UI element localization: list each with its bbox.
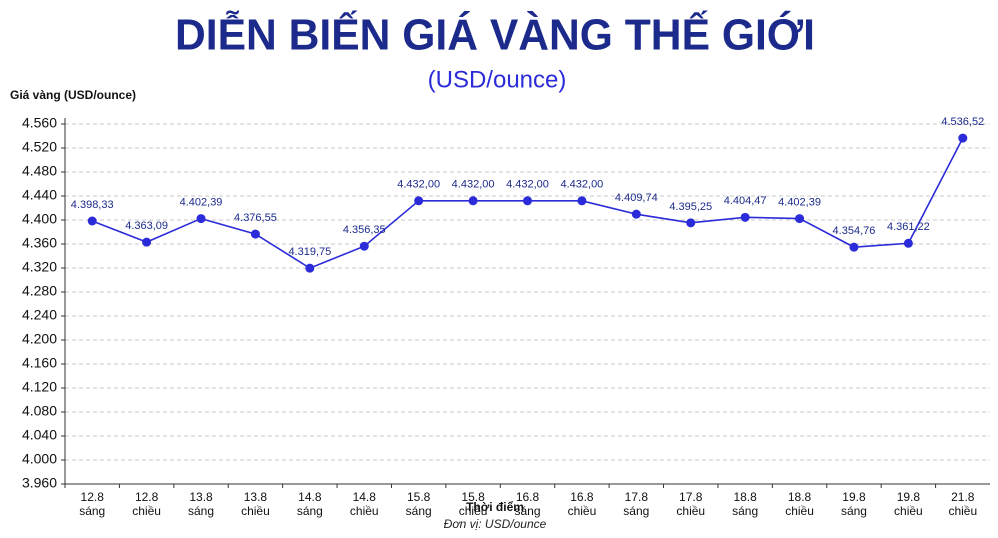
marker: [631, 209, 641, 219]
y-tick-label: 4.440: [22, 187, 57, 203]
data-label: 4.432,00: [560, 179, 603, 191]
data-label: 4.376,55: [234, 212, 277, 224]
data-label: 4.409,74: [615, 192, 658, 204]
y-tick-label: 4.520: [22, 139, 57, 155]
note: Đơn vị: USD/ounce: [444, 517, 547, 531]
y-tick-label: 4.120: [22, 379, 57, 395]
marker: [196, 214, 206, 224]
x-tick-label: 16.8: [570, 490, 594, 504]
x-tick-label: chiều: [568, 504, 597, 518]
x-tick-label: 15.8: [407, 490, 431, 504]
chart-subtitle: (USD/ounce): [428, 66, 567, 93]
x-tick-label: chiều: [894, 504, 923, 518]
marker: [250, 229, 260, 239]
x-tick-label: sáng: [297, 504, 323, 518]
data-label: 4.536,52: [941, 116, 984, 128]
data-label: 4.319,75: [288, 246, 331, 258]
y-tick-label: 4.360: [22, 235, 57, 251]
x-tick-label: 15.8: [461, 490, 485, 504]
x-tick-label: 18.8: [733, 490, 757, 504]
marker: [795, 214, 805, 224]
chart-title: DIỄN BIẾN GIÁ VÀNG THẾ GIỚI: [175, 10, 815, 60]
x-tick-label: chiều: [350, 504, 379, 518]
x-tick-label: sáng: [841, 504, 867, 518]
marker: [686, 218, 696, 228]
y-axis-label: Giá vàng (USD/ounce): [10, 88, 136, 102]
data-label: 4.363,09: [125, 220, 168, 232]
marker: [577, 196, 587, 206]
x-tick-label: 12.8: [135, 490, 159, 504]
x-tick-label: 17.8: [625, 490, 649, 504]
y-tick-label: 4.280: [22, 283, 57, 299]
x-tick-label: 12.8: [81, 490, 105, 504]
x-tick-label: 13.8: [189, 490, 213, 504]
data-label: 4.402,39: [778, 196, 821, 208]
y-tick-label: 4.560: [22, 115, 57, 131]
marker: [468, 196, 478, 206]
data-label: 4.356,35: [343, 224, 386, 236]
x-tick-label: chiều: [676, 504, 705, 518]
data-label: 4.432,00: [506, 179, 549, 191]
y-tick-label: 4.320: [22, 259, 57, 275]
x-tick-label: 18.8: [788, 490, 812, 504]
marker: [359, 241, 369, 251]
x-tick-label: chiều: [459, 504, 488, 518]
x-tick-label: sáng: [514, 504, 540, 518]
x-tick-label: sáng: [79, 504, 105, 518]
y-tick-label: 3.960: [22, 475, 57, 491]
x-tick-label: sáng: [188, 504, 214, 518]
data-label: 4.354,76: [833, 225, 876, 237]
x-tick-label: 14.8: [298, 490, 322, 504]
x-tick-label: 17.8: [679, 490, 703, 504]
marker: [903, 238, 913, 248]
x-tick-label: chiều: [948, 504, 977, 518]
x-tick-label: sáng: [623, 504, 649, 518]
marker: [87, 216, 97, 226]
marker: [849, 242, 859, 252]
x-tick-label: sáng: [732, 504, 758, 518]
marker: [142, 237, 152, 247]
x-tick-label: 14.8: [353, 490, 377, 504]
marker: [305, 263, 315, 273]
data-label: 4.402,39: [180, 196, 223, 208]
x-tick-label: 16.8: [516, 490, 540, 504]
x-tick-label: 19.8: [842, 490, 866, 504]
data-label: 4.398,33: [71, 199, 114, 211]
x-tick-label: sáng: [406, 504, 432, 518]
marker: [523, 196, 532, 206]
y-tick-label: 4.080: [22, 403, 57, 419]
data-label: 4.395,25: [669, 201, 712, 213]
data-label: 4.404,47: [724, 195, 767, 207]
x-tick-label: chiều: [132, 504, 161, 518]
x-tick-label: 13.8: [244, 490, 268, 504]
y-tick-label: 4.400: [22, 211, 57, 227]
y-tick-label: 4.160: [22, 355, 57, 371]
x-tick-label: 19.8: [897, 490, 921, 504]
x-axis-label: Thời điểm: [466, 500, 524, 514]
data-label: 4.432,00: [452, 179, 495, 191]
y-tick-label: 4.240: [22, 307, 57, 323]
data-label: 4.361,22: [887, 221, 930, 233]
data-label: 4.432,00: [397, 179, 440, 191]
marker: [740, 212, 750, 222]
y-tick-label: 4.480: [22, 163, 57, 179]
marker: [958, 133, 968, 143]
y-tick-label: 4.040: [22, 427, 57, 443]
x-tick-label: chiều: [241, 504, 270, 518]
y-tick-label: 4.000: [22, 451, 57, 467]
marker: [414, 196, 424, 206]
y-tick-label: 4.200: [22, 331, 57, 347]
x-tick-label: chiều: [785, 504, 814, 518]
x-tick-label: 21.8: [951, 490, 975, 504]
